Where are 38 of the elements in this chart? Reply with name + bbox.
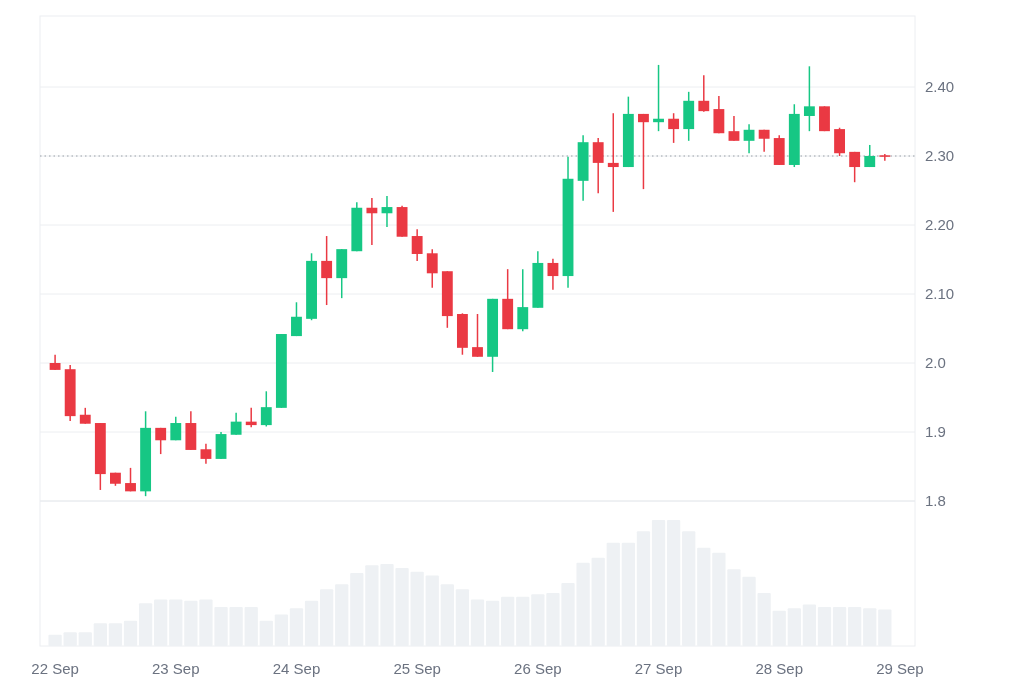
candlestick <box>200 442 212 465</box>
candlestick <box>592 137 604 195</box>
x-tick-label: 22 Sep <box>31 660 79 677</box>
candlestick <box>803 65 815 132</box>
candlestick <box>260 390 272 428</box>
x-tick-label: 28 Sep <box>755 660 803 677</box>
candlestick <box>728 115 740 142</box>
y-tick-label: 2.10 <box>925 285 955 303</box>
y-tick-label: 1.8 <box>925 492 946 510</box>
y-tick-label: 2.0 <box>925 354 946 372</box>
candlestick <box>668 112 680 144</box>
candlestick <box>426 248 438 289</box>
candlestick <box>879 153 891 162</box>
x-tick-label: 25 Sep <box>393 660 441 677</box>
x-tick-label: 23 Sep <box>152 660 200 677</box>
candlestick <box>472 313 483 358</box>
candlestick <box>517 268 529 333</box>
x-tick-label: 24 Sep <box>272 660 321 677</box>
x-tick-label: 26 Sep <box>514 660 562 677</box>
candlestick <box>411 228 423 262</box>
candlestick <box>321 235 333 306</box>
candlestick <box>743 123 755 154</box>
candlestick <box>849 151 861 183</box>
x-tick-label: 27 Sep <box>634 660 683 677</box>
candlestick <box>638 113 649 190</box>
candlestick <box>547 258 559 291</box>
y-tick-label: 2.30 <box>925 147 955 165</box>
candlestick <box>607 112 619 213</box>
candlestick <box>155 427 167 455</box>
candlestick <box>291 301 302 337</box>
candlestick <box>230 411 242 436</box>
candlestick <box>366 197 378 246</box>
candlestick <box>381 195 393 228</box>
y-tick-label: 2.40 <box>925 78 955 96</box>
y-tick-label: 1.9 <box>925 423 946 441</box>
x-tick-label: 29 Sep <box>876 660 924 677</box>
y-tick-label: 2.20 <box>925 216 955 234</box>
candlestick <box>698 74 710 113</box>
